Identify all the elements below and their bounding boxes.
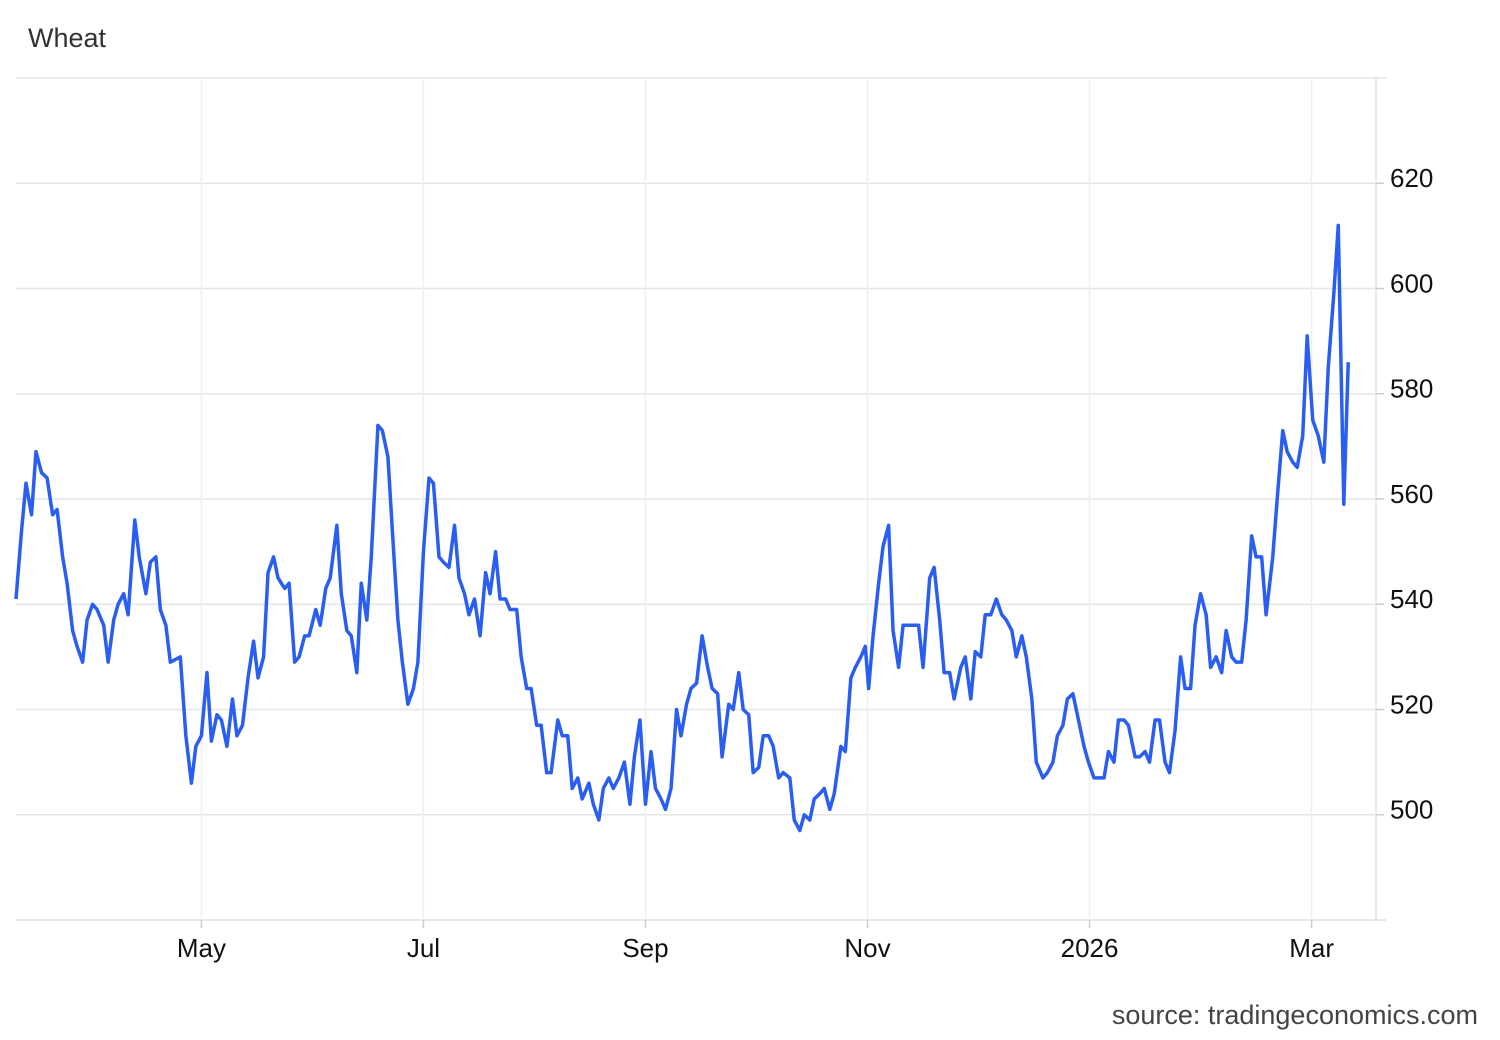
y-tick-label: 600 (1390, 268, 1433, 298)
x-tick-label: Nov (844, 933, 890, 963)
price-line (14, 223, 1350, 833)
y-tick-label: 540 (1390, 584, 1433, 614)
x-tick-label: 2026 (1061, 933, 1119, 963)
x-tick-label: Sep (622, 933, 668, 963)
chart-title: Wheat (28, 23, 107, 53)
source-note: source: tradingeconomics.com (1112, 1000, 1478, 1030)
y-tick-label: 580 (1390, 374, 1433, 404)
x-tick-label: Mar (1289, 933, 1334, 963)
x-tick-label: Jul (407, 933, 440, 963)
y-tick-label: 620 (1390, 163, 1433, 193)
y-tick-label: 560 (1390, 479, 1433, 509)
y-tick-label: 520 (1390, 689, 1433, 719)
y-tick-label: 500 (1390, 795, 1433, 825)
x-tick-label: May (177, 933, 226, 963)
